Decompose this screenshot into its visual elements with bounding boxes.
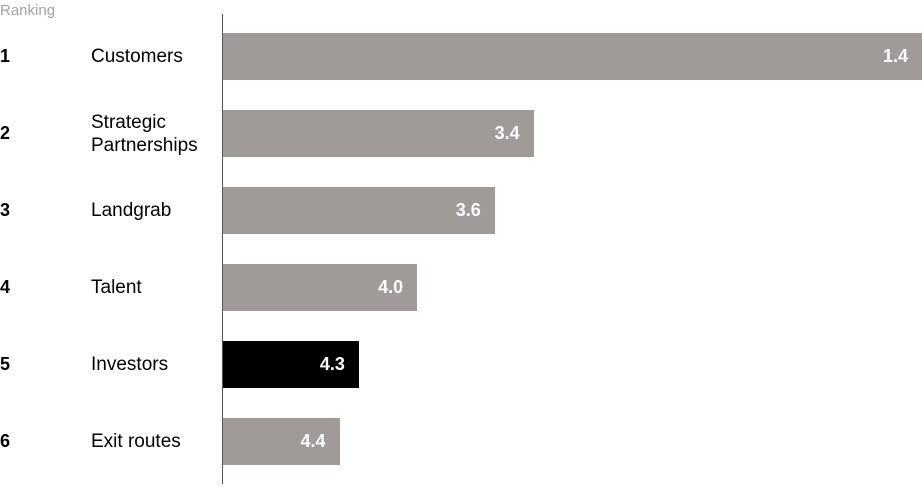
rank-number: 5 bbox=[0, 353, 11, 374]
rank-number: 3 bbox=[0, 199, 11, 220]
category-label: Strategic Partnerships bbox=[91, 111, 198, 156]
bar bbox=[223, 187, 495, 234]
bar bbox=[223, 110, 534, 157]
y-axis-line bbox=[222, 14, 223, 484]
rank-number: 4 bbox=[0, 276, 11, 297]
bar-value-label: 4.3 bbox=[319, 353, 345, 374]
ranking-header: Ranking bbox=[0, 2, 56, 19]
bar bbox=[223, 418, 340, 465]
bar-value-label: 1.4 bbox=[882, 45, 908, 66]
category-label: Exit routes bbox=[91, 430, 181, 452]
bar-value-label: 4.0 bbox=[378, 276, 404, 297]
bar bbox=[223, 341, 359, 388]
category-label: Landgrab bbox=[91, 199, 172, 221]
bar-value-label: 3.6 bbox=[455, 199, 481, 220]
rank-number: 6 bbox=[0, 430, 11, 451]
category-label: Customers bbox=[91, 45, 183, 67]
bar-value-label: 3.4 bbox=[494, 122, 520, 143]
category-label: Investors bbox=[91, 353, 169, 375]
bar bbox=[223, 33, 922, 80]
bar-value-label: 4.4 bbox=[300, 430, 326, 451]
bar bbox=[223, 264, 418, 311]
rank-number: 1 bbox=[0, 45, 11, 66]
rank-number: 2 bbox=[0, 122, 11, 143]
category-label: Talent bbox=[91, 276, 142, 298]
